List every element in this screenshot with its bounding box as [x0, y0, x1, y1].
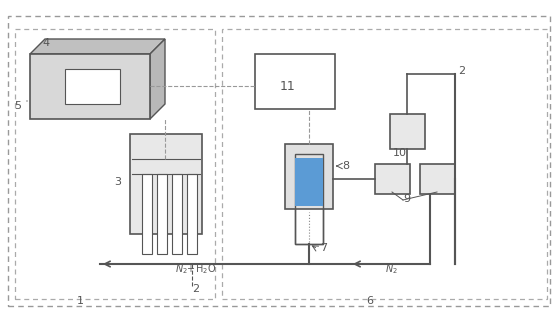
Bar	[255, 54, 335, 109]
Bar	[295, 154, 323, 244]
Polygon shape	[150, 39, 165, 119]
Text: 6: 6	[367, 296, 373, 306]
Bar	[187, 174, 197, 254]
Text: $N_2$+H$_2$O: $N_2$+H$_2$O	[175, 262, 217, 276]
Text: 10: 10	[393, 148, 407, 158]
Bar	[420, 164, 455, 194]
Bar	[295, 154, 323, 244]
Text: $N_2$: $N_2$	[385, 262, 398, 276]
Text: 1: 1	[76, 296, 84, 306]
Bar	[390, 114, 425, 149]
Bar	[285, 144, 333, 209]
Text: 9: 9	[403, 194, 410, 204]
Text: 8: 8	[342, 161, 349, 171]
Bar	[295, 158, 323, 206]
Text: 11: 11	[280, 79, 296, 93]
Bar	[375, 164, 410, 194]
Text: 2: 2	[192, 284, 199, 294]
Bar	[30, 54, 150, 119]
Bar	[142, 174, 152, 254]
Text: 3: 3	[114, 177, 122, 187]
Text: 4: 4	[42, 38, 49, 48]
Text: 2: 2	[458, 66, 465, 76]
Bar	[172, 174, 182, 254]
Text: 5: 5	[15, 101, 22, 111]
Bar	[157, 174, 167, 254]
Bar	[65, 69, 120, 104]
Polygon shape	[30, 39, 165, 54]
Bar	[130, 134, 202, 234]
Text: 7: 7	[320, 243, 327, 253]
